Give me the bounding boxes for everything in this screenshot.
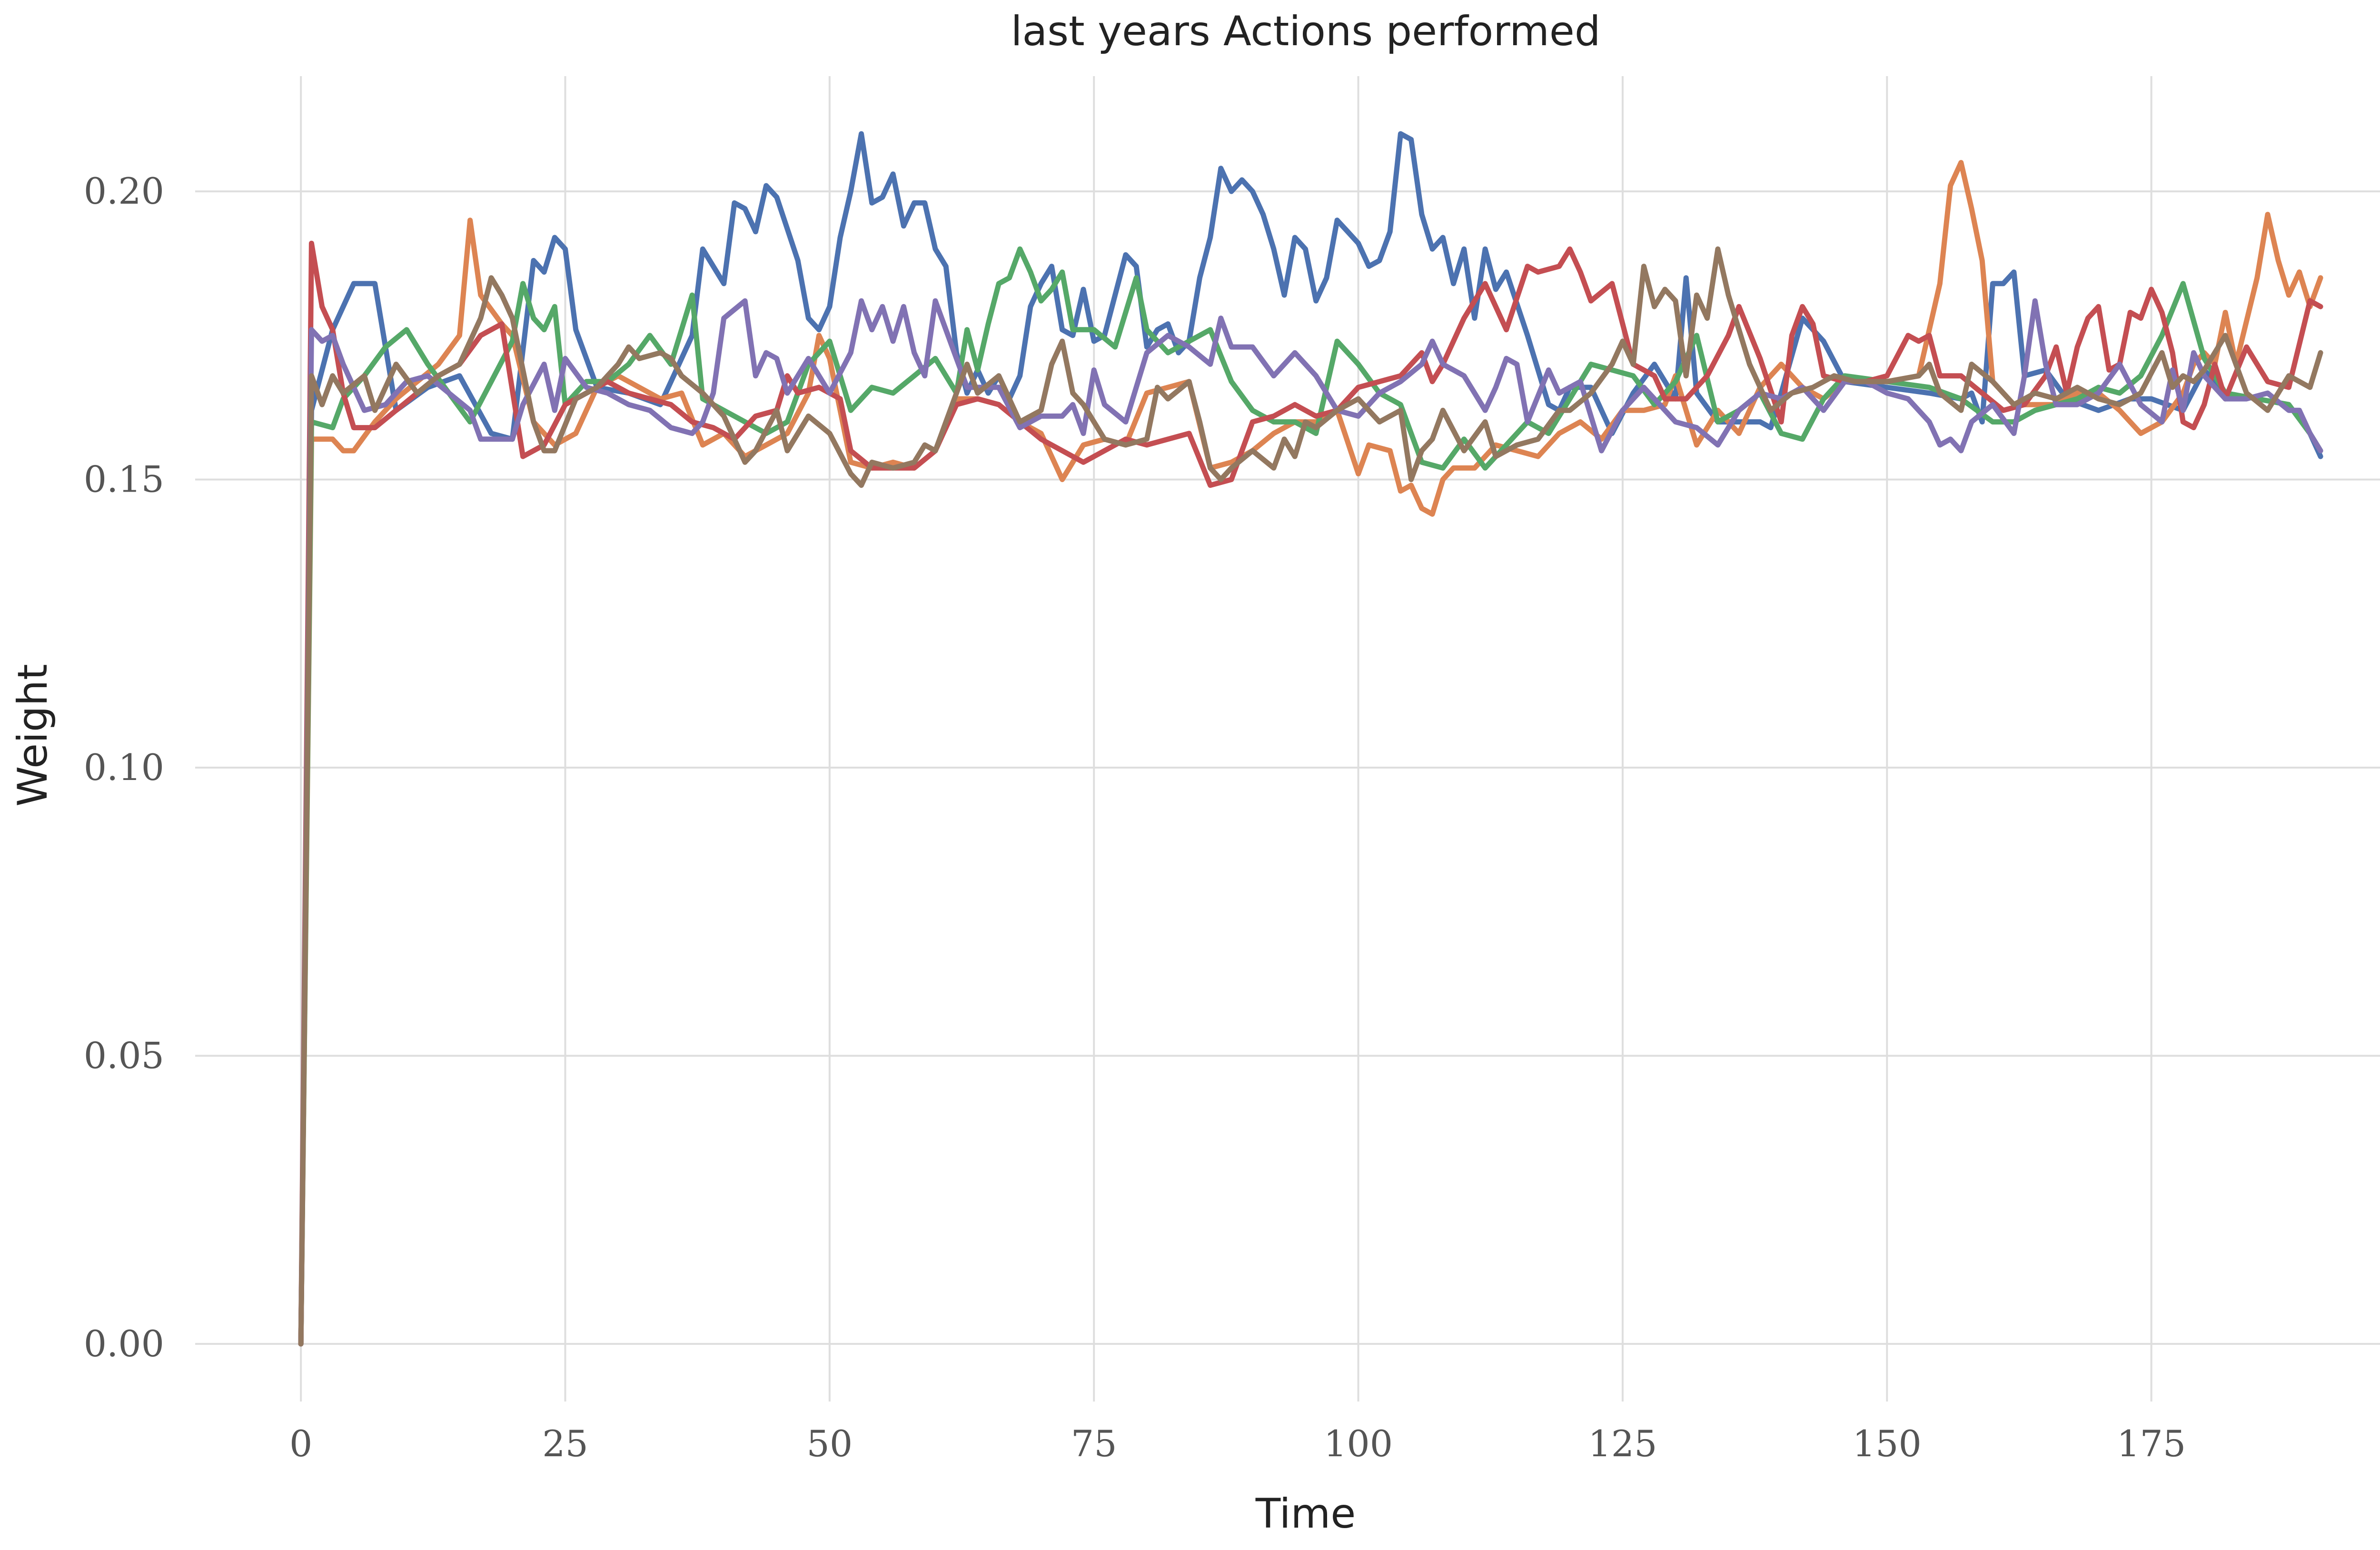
y-tick-label: 0.05: [84, 1034, 164, 1076]
x-tick-label: 50: [806, 1422, 853, 1465]
series-line-3: [298, 246, 2323, 1347]
y-tick-label: 0.20: [84, 170, 164, 212]
x-tick-label: 100: [1324, 1422, 1393, 1465]
y-tick-label: 0.00: [84, 1323, 164, 1365]
x-tick-label: 0: [289, 1422, 312, 1465]
series-line-6: [298, 246, 2323, 1347]
series-line-5: [298, 298, 2323, 1347]
x-tick-label: 125: [1588, 1422, 1657, 1465]
x-axis-label: Time: [1255, 1490, 1356, 1538]
series-line-4: [298, 240, 2323, 1347]
chart-title: last years Actions performed: [1011, 8, 1601, 55]
x-tick-label: 150: [1853, 1422, 1922, 1465]
x-tick-label: 75: [1071, 1422, 1117, 1465]
series-group: [298, 131, 2323, 1347]
series-line-1: [298, 131, 2323, 1347]
tick-labels: 02550751001251501752000.000.050.100.150.…: [84, 170, 2186, 1465]
y-tick-label: 0.15: [84, 458, 164, 501]
series-line-2: [298, 160, 2323, 1347]
y-tick-label: 0.10: [84, 746, 164, 789]
x-tick-label: 25: [542, 1422, 588, 1465]
grid: [195, 76, 2380, 1402]
x-tick-label: 175: [2117, 1422, 2186, 1465]
y-axis-label: Weight: [9, 664, 57, 807]
